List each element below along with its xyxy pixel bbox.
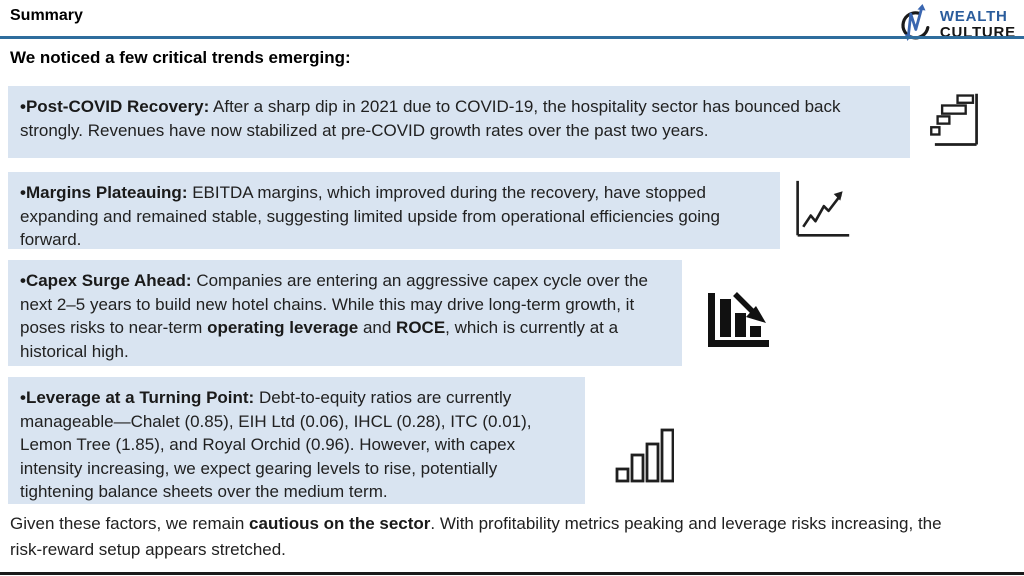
conclusion-paragraph: Given these factors, we remain cautious … — [10, 514, 942, 559]
note-text: •Post-COVID Recovery: After a sharp dip … — [20, 97, 841, 140]
note-block-post-covid-recovery: •Post-COVID Recovery: After a sharp dip … — [8, 86, 910, 158]
brand-name-line1: WEALTH — [939, 7, 1008, 25]
page-title: Summary — [10, 7, 83, 24]
note-block-margins-plateauing: •Margins Plateauing: EBITDA margins, whi… — [8, 172, 780, 249]
waterfall-chart-icon — [924, 90, 982, 155]
brand-logo: WEALTH CULTURE — [894, 3, 1016, 46]
wealth-culture-logo-icon — [894, 3, 936, 46]
note-text: •Leverage at a Turning Point: Debt-to-eq… — [20, 388, 532, 501]
note-block-leverage-turning-point: •Leverage at a Turning Point: Debt-to-eq… — [8, 377, 585, 504]
line-chart-up-icon — [792, 178, 852, 245]
bottom-divider — [0, 572, 1024, 575]
note-block-capex-surge: •Capex Surge Ahead: Companies are enteri… — [8, 260, 682, 366]
intro-heading: We noticed a few critical trends emergin… — [10, 48, 351, 67]
declining-bar-chart-icon — [704, 287, 772, 358]
note-text: •Margins Plateauing: EBITDA margins, whi… — [20, 183, 720, 249]
note-text: •Capex Surge Ahead: Companies are enteri… — [20, 271, 649, 361]
ascending-bars-icon — [612, 420, 675, 491]
header-divider — [0, 36, 1024, 39]
